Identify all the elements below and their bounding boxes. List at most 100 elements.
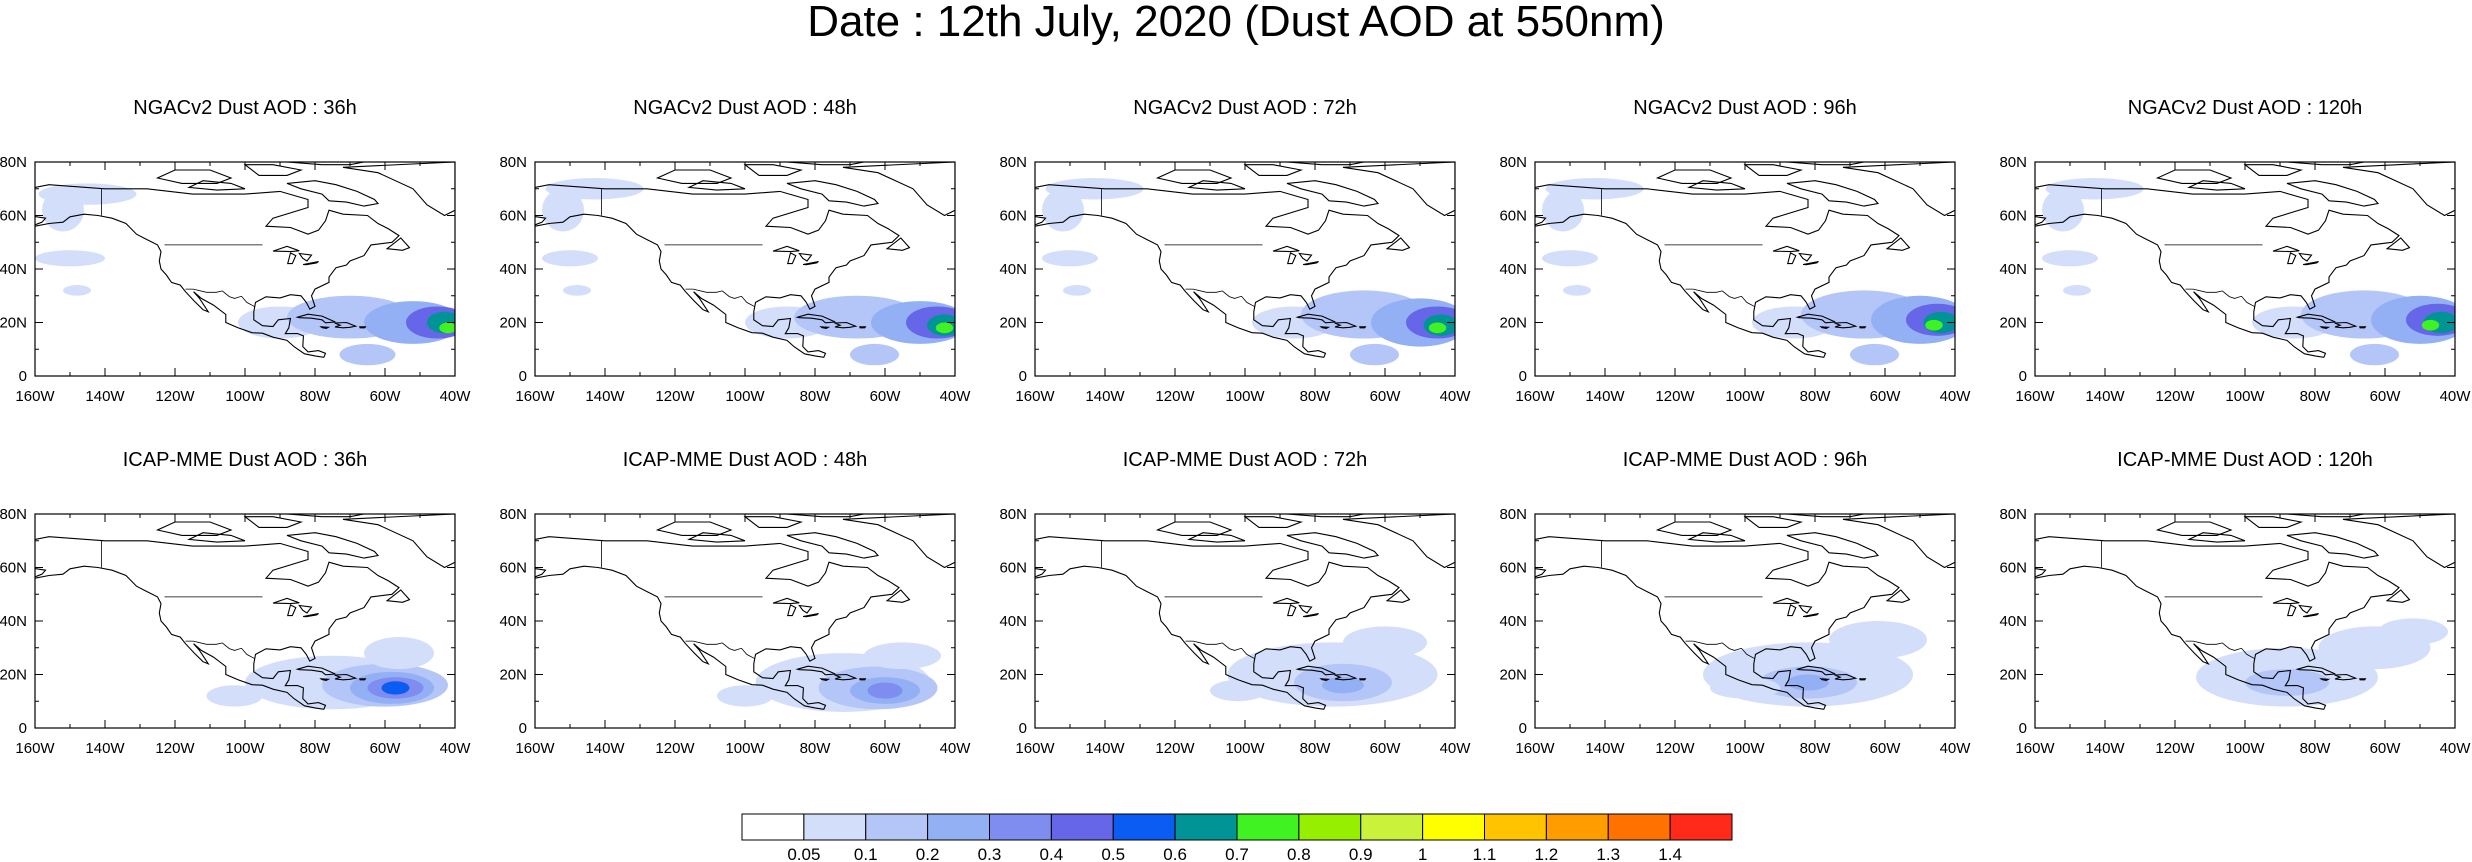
x-tick-label: 140W bbox=[1585, 740, 1625, 757]
coastline bbox=[286, 514, 365, 518]
x-tick-label: 140W bbox=[585, 388, 625, 405]
coastline bbox=[1743, 164, 1803, 176]
panel-title: ICAP-MME Dust AOD : 72h bbox=[1123, 449, 1368, 471]
coastline bbox=[298, 604, 313, 614]
aod-cell bbox=[850, 343, 899, 366]
country-border bbox=[685, 640, 755, 660]
coastline bbox=[1286, 532, 1380, 559]
x-tick-label: 100W bbox=[225, 388, 265, 405]
y-tick-label: 60N bbox=[1999, 560, 2027, 577]
x-tick-label: 40W bbox=[940, 388, 972, 405]
x-tick-label: 40W bbox=[440, 740, 472, 757]
x-tick-label: 160W bbox=[1515, 740, 1555, 757]
coastline bbox=[342, 514, 455, 569]
aod-field bbox=[535, 162, 955, 366]
colorbar-label: 1.4 bbox=[1658, 845, 1682, 862]
x-tick-label: 140W bbox=[585, 740, 625, 757]
aod-cell bbox=[2042, 250, 2098, 267]
y-tick-label: 40N bbox=[0, 613, 27, 630]
aod-cell bbox=[935, 322, 954, 334]
aod-cell bbox=[339, 343, 396, 366]
colorbar-label: 0.7 bbox=[1225, 845, 1249, 862]
y-tick-label: 40N bbox=[0, 261, 27, 278]
coastline bbox=[2272, 245, 2300, 253]
coastline bbox=[2319, 326, 2331, 329]
aod-cell bbox=[35, 250, 105, 267]
colorbar-label: 0.4 bbox=[1040, 845, 1064, 862]
coastline bbox=[1798, 252, 1813, 262]
aod-cell bbox=[864, 642, 941, 670]
coastline bbox=[1802, 612, 1819, 618]
coastline bbox=[2286, 252, 2297, 265]
aod-cell bbox=[542, 250, 598, 267]
coastline bbox=[2334, 321, 2358, 329]
x-tick-label: 60W bbox=[870, 740, 902, 757]
colorbar-label: 0.2 bbox=[916, 845, 940, 862]
coastline bbox=[302, 260, 319, 266]
coastline bbox=[359, 326, 367, 329]
coastline bbox=[743, 164, 803, 176]
coastline bbox=[272, 245, 300, 253]
y-tick-label: 20N bbox=[999, 315, 1027, 332]
x-tick-label: 60W bbox=[1870, 740, 1902, 757]
panel-title: NGACv2 Dust AOD : 120h bbox=[2128, 97, 2363, 119]
coastline bbox=[1385, 237, 1411, 251]
coastline bbox=[286, 252, 297, 265]
y-tick-label: 80N bbox=[999, 154, 1027, 171]
coastline bbox=[35, 184, 400, 358]
x-tick-label: 160W bbox=[515, 388, 555, 405]
x-tick-label: 160W bbox=[15, 740, 55, 757]
colorbar-swatch bbox=[927, 813, 990, 841]
x-tick-label: 160W bbox=[2015, 388, 2055, 405]
y-tick-label: 20N bbox=[1499, 667, 1527, 684]
y-tick-label: 20N bbox=[0, 315, 27, 332]
country-border bbox=[1685, 288, 1755, 308]
coastline bbox=[2035, 536, 2400, 710]
coastline bbox=[1819, 678, 1831, 681]
coastline bbox=[1342, 162, 1455, 217]
coastline bbox=[334, 673, 358, 681]
colorbar-swatch bbox=[1298, 813, 1362, 841]
aod-cell bbox=[1063, 285, 1091, 296]
map-panel-ngacv2-36h: NGACv2 Dust AOD : 36h 160W 140W 120W 100W 80W… bbox=[0, 88, 471, 458]
country-border bbox=[685, 288, 755, 308]
x-tick-label: 80W bbox=[800, 388, 832, 405]
coastline bbox=[1186, 180, 1246, 191]
x-tick-label: 40W bbox=[940, 740, 972, 757]
map-panel-ngacv2-120h: NGACv2 Dust AOD : 120h 160W 140W 120W 100W 80… bbox=[1999, 88, 2471, 458]
x-tick-label: 60W bbox=[1370, 740, 1402, 757]
coastline bbox=[859, 326, 867, 329]
y-tick-label: 80N bbox=[499, 506, 527, 523]
x-tick-label: 160W bbox=[15, 388, 55, 405]
colorbar-label: 1 bbox=[1418, 845, 1427, 862]
aod-cell bbox=[1322, 677, 1364, 694]
coastline bbox=[834, 321, 858, 329]
panel-title: NGACv2 Dust AOD : 36h bbox=[133, 97, 356, 119]
x-tick-label: 80W bbox=[1800, 740, 1832, 757]
aod-field bbox=[535, 514, 955, 712]
map-panel-icap-120h: ICAP-MME Dust AOD : 120h 160W 140W 120W 100W… bbox=[1999, 440, 2471, 810]
colorbar-label: 0.3 bbox=[978, 845, 1002, 862]
y-tick-label: 60N bbox=[499, 208, 527, 225]
colorbar-swatch bbox=[1360, 813, 1424, 841]
y-tick-label: 20N bbox=[499, 667, 527, 684]
y-tick-label: 20N bbox=[0, 667, 27, 684]
aod-field bbox=[2035, 162, 2455, 366]
coastline bbox=[1334, 321, 1358, 329]
aod-field bbox=[35, 514, 455, 710]
coastline bbox=[819, 326, 831, 329]
coastline bbox=[1298, 604, 1313, 614]
coastline bbox=[186, 180, 246, 191]
aod-cell bbox=[206, 685, 263, 707]
x-tick-label: 80W bbox=[1800, 388, 1832, 405]
coastline bbox=[2295, 313, 2336, 324]
coastline bbox=[2155, 521, 2233, 536]
x-tick-label: 160W bbox=[515, 740, 555, 757]
country-border bbox=[1185, 640, 1255, 660]
x-tick-label: 60W bbox=[870, 388, 902, 405]
aod-field bbox=[35, 162, 455, 366]
aod-cell bbox=[2063, 285, 2091, 296]
y-tick-label: 40N bbox=[1999, 613, 2027, 630]
y-tick-label: 80N bbox=[0, 154, 27, 171]
coastline bbox=[1155, 169, 1233, 184]
